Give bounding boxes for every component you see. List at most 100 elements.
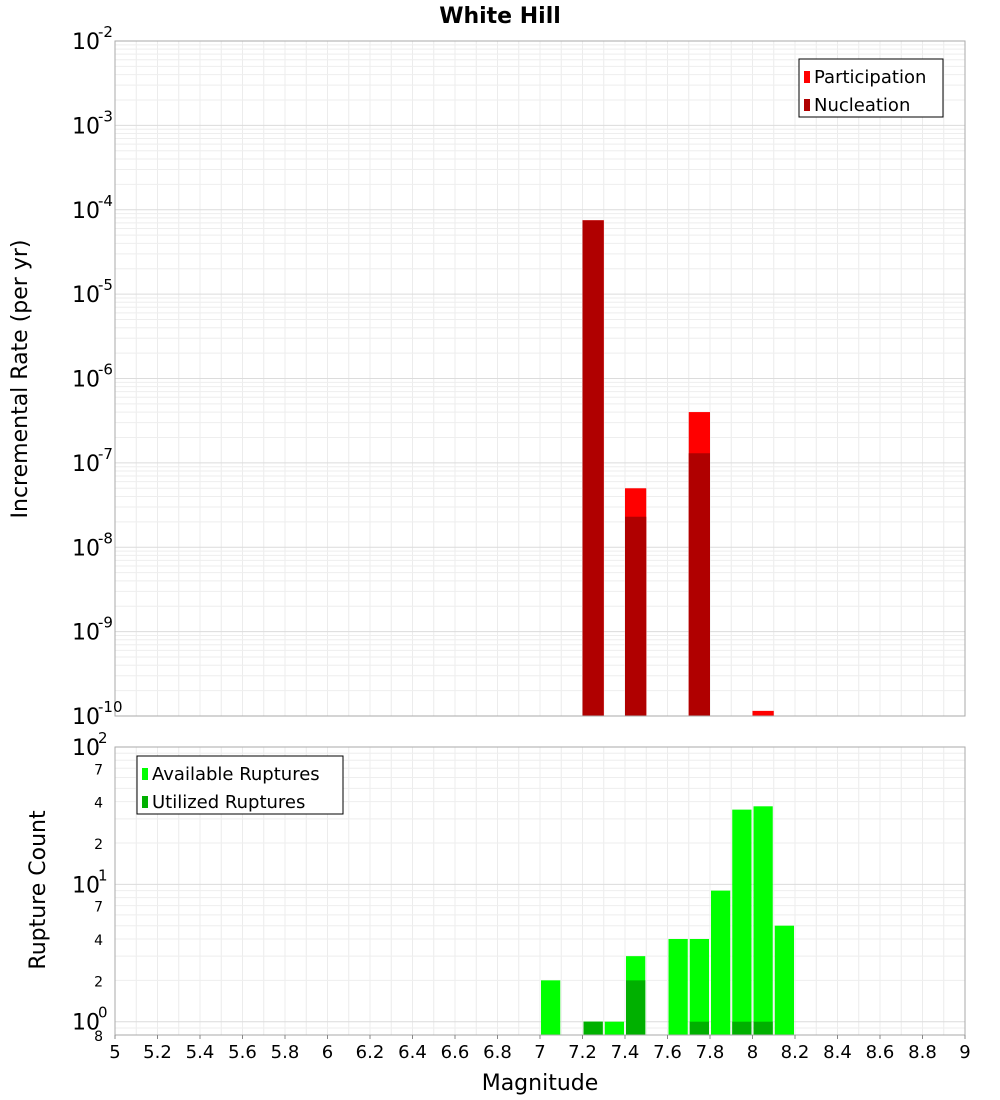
x-tick-label: 6.8 xyxy=(483,1042,512,1063)
x-tick-label: 5.8 xyxy=(271,1042,300,1063)
y-tick-exponent: -3 xyxy=(98,107,113,125)
bar-participation xyxy=(752,710,774,716)
legend-swatch xyxy=(804,99,810,111)
x-tick-label: 5.6 xyxy=(228,1042,257,1063)
y-tick-exponent: 1 xyxy=(98,866,108,884)
bar-utilized-ruptures xyxy=(583,1021,603,1035)
y-tick-base: 10 xyxy=(72,621,100,646)
y-minor-tick-label: 4 xyxy=(94,796,103,812)
y-tick-exponent: 0 xyxy=(98,1004,108,1022)
y-tick-base: 10 xyxy=(72,1011,100,1036)
y-tick-label: 10-6 xyxy=(72,361,113,393)
bar-available-ruptures xyxy=(604,1021,624,1035)
x-tick-label: 7.4 xyxy=(611,1042,640,1063)
x-tick-label: 9 xyxy=(959,1042,970,1063)
y-tick-label: 10-5 xyxy=(72,276,113,308)
x-tick-label: 8.4 xyxy=(823,1042,852,1063)
bar-available-ruptures xyxy=(732,809,752,1035)
legend-box xyxy=(136,755,344,815)
x-tick-label: 5.4 xyxy=(186,1042,215,1063)
y-tick-exponent: -10 xyxy=(98,698,123,716)
y-minor-tick-label: 8 xyxy=(94,1029,103,1045)
y-tick-exponent: 2 xyxy=(98,729,108,747)
bar-utilized-ruptures xyxy=(732,1021,752,1035)
y-tick-exponent: -6 xyxy=(98,361,113,379)
y-tick-exponent: -4 xyxy=(98,192,113,210)
y-tick-base: 10 xyxy=(72,114,100,139)
x-tick-label: 6.6 xyxy=(441,1042,470,1063)
y-tick-exponent: -9 xyxy=(98,614,113,632)
y-tick-base: 10 xyxy=(72,452,100,477)
x-tick-label: 7 xyxy=(534,1042,545,1063)
legend-label: Participation xyxy=(814,67,926,88)
x-tick-label: 8.2 xyxy=(781,1042,810,1063)
legend-box xyxy=(798,58,944,118)
bar-utilized-ruptures xyxy=(753,1021,773,1035)
y-tick-exponent: -7 xyxy=(98,445,113,463)
y-tick-label: 101 xyxy=(72,866,108,898)
y-tick-label: 10-2 xyxy=(72,23,113,55)
bottom-y-axis-title: Rupture Count xyxy=(26,810,51,970)
x-tick-label: 6.4 xyxy=(398,1042,427,1063)
bar-available-ruptures xyxy=(711,890,731,1035)
bar-utilized-ruptures xyxy=(626,980,646,1035)
x-axis-ticks: 5 5.2 5.4 5.6 5.8 6 6.2 6.4 6.6 6.8 7 7.2 7.4 7.6 7.8 8… xyxy=(109,1035,971,1063)
x-tick-label: 5 xyxy=(109,1042,120,1063)
y-tick-exponent: -5 xyxy=(98,276,113,294)
bar-nucleation xyxy=(688,453,710,716)
top-panel-rate: 10-210-310-410-510-610-710-810-910-10Par… xyxy=(72,23,966,730)
y-tick-exponent: -8 xyxy=(98,529,113,547)
bar-available-ruptures xyxy=(753,806,773,1035)
y-tick-base: 10 xyxy=(72,536,100,561)
x-tick-label: 8 xyxy=(747,1042,758,1063)
top-y-axis-title: Incremental Rate (per yr) xyxy=(8,240,33,519)
y-tick-base: 10 xyxy=(72,30,100,55)
x-tick-label: 8.8 xyxy=(908,1042,937,1063)
y-tick-base: 10 xyxy=(72,283,100,308)
y-tick-base: 10 xyxy=(72,705,100,730)
bar-available-ruptures xyxy=(541,980,561,1035)
legend-label: Nucleation xyxy=(814,95,910,116)
x-axis-title: Magnitude xyxy=(482,1071,599,1096)
bar-nucleation xyxy=(625,516,647,716)
x-tick-label: 5.2 xyxy=(143,1042,172,1063)
legend-label: Available Ruptures xyxy=(152,764,320,785)
x-tick-label: 7.8 xyxy=(696,1042,725,1063)
bar-available-ruptures xyxy=(668,939,688,1035)
y-tick-label: 10-8 xyxy=(72,529,113,561)
bar-nucleation xyxy=(582,220,604,717)
bar-available-ruptures xyxy=(774,925,794,1035)
legend-swatch xyxy=(804,71,810,83)
y-tick-label: 10-9 xyxy=(72,614,113,646)
y-minor-tick-label: 7 xyxy=(94,762,103,778)
x-tick-label: 7.2 xyxy=(568,1042,597,1063)
chart-title: White Hill xyxy=(439,4,561,29)
y-tick-base: 10 xyxy=(72,736,100,761)
legend-swatch xyxy=(142,768,148,780)
y-tick-exponent: -2 xyxy=(98,23,113,41)
y-minor-tick-label: 2 xyxy=(94,974,103,990)
y-tick-label: 100 xyxy=(72,1004,108,1036)
x-tick-label: 6.2 xyxy=(356,1042,385,1063)
bar-utilized-ruptures xyxy=(689,1021,709,1035)
bar-available-ruptures xyxy=(689,939,709,1035)
x-tick-label: 7.6 xyxy=(653,1042,682,1063)
y-tick-label: 102 xyxy=(72,729,108,761)
legend-label: Utilized Ruptures xyxy=(152,792,305,813)
legend: Participation Nucleation xyxy=(798,58,944,118)
plot-frame xyxy=(114,40,966,717)
y-tick-base: 10 xyxy=(72,873,100,898)
x-tick-label: 6 xyxy=(322,1042,333,1063)
y-tick-label: 10-10 xyxy=(72,698,123,730)
legend: Available Ruptures Utilized Ruptures xyxy=(136,755,344,815)
y-minor-tick-label: 4 xyxy=(94,933,103,949)
y-tick-label: 10-3 xyxy=(72,107,113,139)
y-tick-label: 10-7 xyxy=(72,445,113,477)
y-minor-tick-label: 2 xyxy=(94,837,103,853)
y-minor-tick-label: 7 xyxy=(94,900,103,916)
y-tick-base: 10 xyxy=(72,368,100,393)
x-tick-label: 8.6 xyxy=(866,1042,895,1063)
y-tick-base: 10 xyxy=(72,199,100,224)
